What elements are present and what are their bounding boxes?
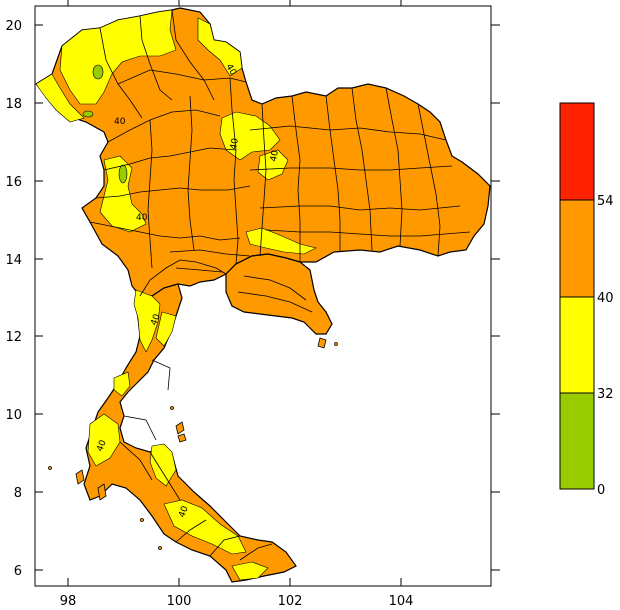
yellow-west-strip bbox=[99, 155, 147, 233]
yellow-south-east bbox=[149, 443, 177, 487]
y-tick-label: 12 bbox=[5, 330, 22, 345]
yellow-central-north bbox=[219, 111, 281, 161]
green-zones bbox=[82, 64, 128, 184]
legend-tick-label: 54 bbox=[597, 194, 614, 209]
y-tick-label: 16 bbox=[5, 175, 22, 190]
contour-label: 40 bbox=[149, 313, 162, 327]
green-north-2 bbox=[82, 110, 94, 118]
contour-label: 40 bbox=[177, 505, 190, 519]
yellow-northwest-edge bbox=[35, 73, 85, 123]
island-5 bbox=[75, 469, 85, 485]
contour-label: 40 bbox=[269, 149, 281, 162]
islet-5 bbox=[334, 342, 338, 346]
islet-3 bbox=[140, 518, 144, 522]
legend-tick-label: 40 bbox=[597, 291, 614, 306]
y-tick-labels: 6 8 10 12 14 16 18 20 bbox=[5, 19, 22, 579]
y-tick-label: 8 bbox=[14, 486, 22, 501]
islet-2 bbox=[170, 406, 174, 410]
island-1 bbox=[175, 421, 185, 435]
y-tick-label: 10 bbox=[5, 408, 22, 423]
yellow-southwest-coast bbox=[113, 371, 131, 397]
x-tick-label: 100 bbox=[167, 594, 192, 609]
legend-bin-yellow bbox=[559, 296, 595, 394]
legend-tick-label: 0 bbox=[597, 483, 605, 498]
yellow-isthmus bbox=[133, 289, 161, 353]
legend-bin-green bbox=[559, 392, 595, 490]
color-legend: 54 40 32 0 bbox=[559, 102, 614, 498]
legend-bin-orange bbox=[559, 199, 595, 298]
contour-label: 40 bbox=[95, 439, 108, 453]
legend-bin-red bbox=[559, 102, 595, 201]
y-tick-label: 20 bbox=[5, 19, 22, 34]
yellow-north-tip bbox=[197, 17, 243, 77]
yellow-far-south bbox=[231, 561, 269, 581]
islands bbox=[48, 337, 338, 550]
x-tick-label: 102 bbox=[278, 594, 303, 609]
island-2 bbox=[177, 433, 187, 443]
green-west bbox=[118, 164, 128, 184]
legend-tick-label: 32 bbox=[597, 387, 614, 402]
island-3 bbox=[317, 337, 327, 349]
x-tick-labels: 98 100 102 104 bbox=[60, 594, 414, 609]
x-tick-label: 98 bbox=[60, 594, 77, 609]
y-tick-label: 14 bbox=[5, 253, 22, 268]
yellow-central-lake bbox=[245, 227, 317, 255]
yellow-south-west bbox=[87, 413, 121, 467]
y-tick-label: 6 bbox=[14, 564, 22, 579]
region-east bbox=[225, 253, 333, 335]
yellow-north-west bbox=[59, 9, 177, 105]
contour-label: 40 bbox=[114, 117, 126, 127]
y-tick-label: 18 bbox=[5, 97, 22, 112]
green-north bbox=[92, 64, 104, 80]
province-boundaries bbox=[89, 9, 471, 561]
yellow-deep-south bbox=[163, 499, 247, 555]
island-4 bbox=[97, 483, 107, 501]
x-tick-label: 104 bbox=[389, 594, 414, 609]
contour-label: 40 bbox=[136, 213, 148, 223]
islet-4 bbox=[158, 546, 162, 550]
islet-1 bbox=[48, 466, 52, 470]
contour-label: 40 bbox=[229, 137, 241, 150]
axis-ticks bbox=[35, 0, 500, 586]
yellow-isthmus-2 bbox=[155, 311, 177, 347]
